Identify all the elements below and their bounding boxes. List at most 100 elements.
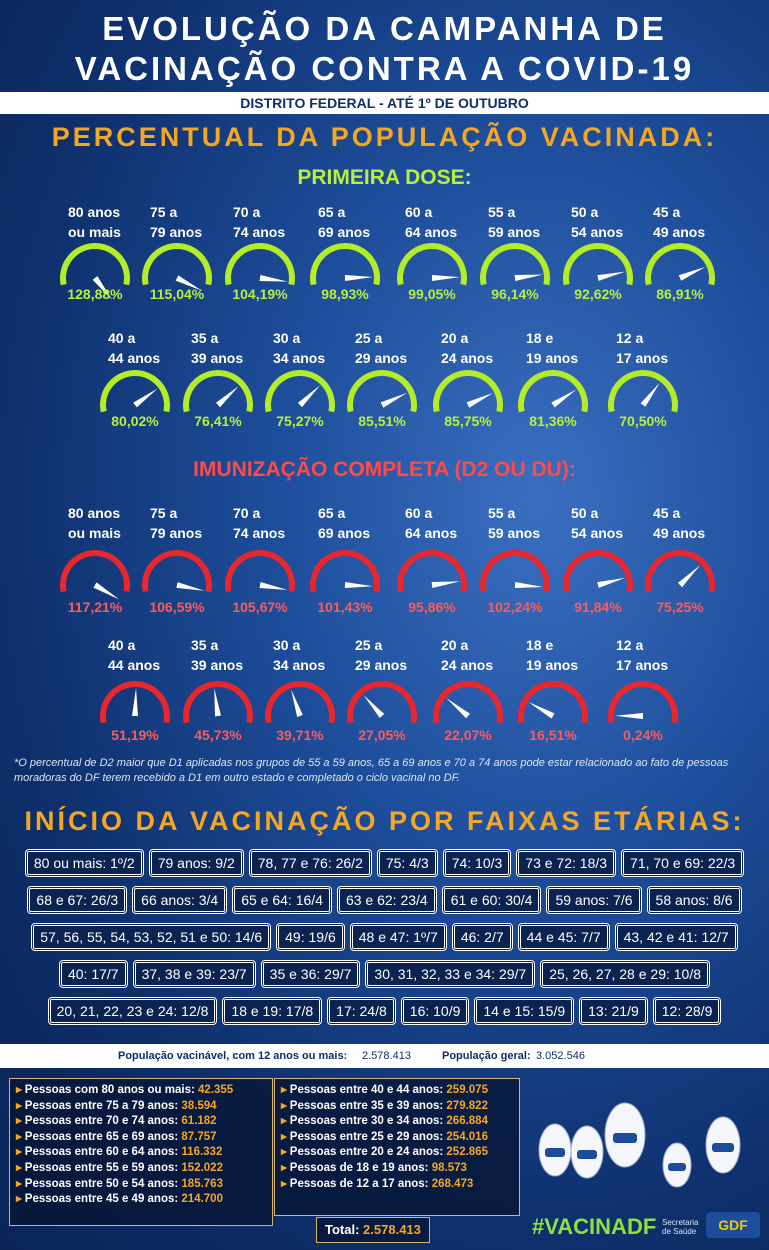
group-line: ▸ Pessoas entre 30 e 34 anos: 266.884	[281, 1114, 513, 1130]
gauge-needle	[259, 582, 288, 590]
gauge-label: 65 a	[318, 204, 345, 220]
gauge-label: 74 anos	[233, 525, 285, 541]
date-box: 65 e 64: 16/4	[232, 886, 332, 914]
gauge-arc	[563, 243, 633, 286]
group-label: Pessoas entre 40 e 44 anos:	[289, 1084, 444, 1096]
gauge-value: 115,04%	[150, 286, 205, 302]
gauge-label: 25 a	[355, 330, 382, 346]
gauge-value: 27,05%	[358, 727, 406, 743]
gauge-needle	[431, 581, 460, 588]
bullet: ▸	[16, 1146, 22, 1159]
gauge-label: 59 anos	[488, 525, 540, 541]
gauge-value: 104,19%	[232, 286, 288, 302]
date-box: 71, 70 e 69: 22/3	[621, 849, 745, 877]
gauge-label: 54 anos	[571, 525, 623, 541]
gauge-needle	[597, 271, 626, 281]
gauge-label: 12 a	[616, 330, 643, 346]
gauge-label: 60 a	[405, 204, 432, 220]
group-label: Pessoas de 12 a 17 anos:	[289, 1177, 429, 1190]
gauge-value: 45,73%	[194, 727, 242, 743]
gauge-label: 17 anos	[616, 657, 668, 673]
group-line: ▸ Pessoas entre 20 e 24 anos: 252.865	[281, 1145, 513, 1161]
gauge-needle	[528, 702, 555, 719]
title: VACINAÇÃO CONTRA A COVID-19	[74, 50, 695, 87]
group-value: 87.757	[181, 1130, 217, 1143]
group-label: Pessoas entre 20 e 24 anos:	[289, 1146, 444, 1159]
gauge-needle	[133, 388, 158, 408]
gauge-needle	[597, 577, 626, 588]
footnote: *O percentual de D2 maior que D1 aplicad…	[14, 757, 729, 784]
bullet: ▸	[16, 1115, 22, 1128]
bullet: ▸	[281, 1177, 287, 1190]
mascots	[538, 1102, 741, 1188]
date-box: 37, 38 e 39: 23/7	[132, 960, 256, 988]
group-value: 185.763	[181, 1177, 223, 1190]
gauge-label: 75 a	[150, 505, 177, 521]
gauge-value: 102,24%	[487, 599, 543, 615]
gauge-needle	[514, 582, 543, 588]
gauge-value: 96,14%	[491, 286, 539, 302]
gauge-value: 105,67%	[232, 599, 288, 615]
gauge-arc	[225, 243, 295, 286]
gauge-arc	[608, 370, 678, 413]
bullet: ▸	[16, 1130, 22, 1143]
gauge-needle	[615, 713, 644, 719]
date-box: 59 anos: 7/6	[546, 886, 642, 914]
groups-right: ▸ Pessoas entre 40 e 44 anos: 259.075 ▸ Pes…	[274, 1078, 520, 1216]
date-box: 58 anos: 8/6	[646, 886, 742, 914]
subheading: PRIMEIRA DOSE:	[297, 166, 472, 189]
group-value: 252.865	[446, 1146, 488, 1159]
group-label: Pessoas entre 65 e 69 anos:	[24, 1130, 179, 1143]
date-row: 80 ou mais: 1º/2 79 anos: 9/2 78, 77 e 76:…	[0, 849, 769, 877]
gauge-arc	[518, 370, 588, 413]
date-box: 30, 31, 32, 33 e 34: 29/7	[365, 960, 536, 988]
gauge-label: 24 anos	[441, 350, 493, 366]
group-value: 268.473	[431, 1177, 474, 1190]
date-box: 35 e 36: 29/7	[260, 960, 361, 988]
gauge-label: 17 anos	[616, 350, 668, 366]
gauge-needle	[297, 385, 320, 408]
mascot-shapes	[538, 1102, 741, 1188]
group-value: 42.355	[198, 1084, 234, 1096]
gauge-label: 25 a	[355, 637, 382, 653]
date-row: 20, 21, 22, 23 e 24: 12/8 18 e 19: 17/8 17…	[0, 997, 769, 1025]
group-line: ▸ Pessoas entre 35 e 39 anos: 279.822	[281, 1099, 513, 1115]
gauge-label: ou mais	[68, 525, 121, 541]
group-line: ▸ Pessoas entre 45 e 49 anos: 214.700	[16, 1192, 266, 1208]
gauge-arc	[397, 550, 467, 593]
logo-text: Secretaria de Saúde	[662, 1218, 699, 1236]
bullet: ▸	[16, 1084, 22, 1096]
gauge-label: 64 anos	[405, 224, 457, 240]
date-box: 48 e 47: 1º/7	[349, 923, 447, 951]
date-box: 20, 21, 22, 23 e 24: 12/8	[47, 997, 218, 1025]
gauge-label: 69 anos	[318, 224, 370, 240]
gauge-arc	[433, 681, 503, 724]
gauge-label: 34 anos	[273, 350, 325, 366]
gauge-label: 55 a	[488, 204, 515, 220]
date-box: 80 ou mais: 1º/2	[24, 849, 144, 877]
population-bar: População vacinável, com 12 anos ou mais…	[0, 1044, 769, 1068]
date-row: 68 e 67: 26/3 66 anos: 3/4 65 e 64: 16/4 63…	[0, 886, 769, 914]
gauge-label: 20 a	[441, 637, 468, 653]
gauge-value: 51,19%	[111, 727, 159, 743]
total: Total: 2.578.413	[316, 1217, 430, 1243]
gauge-needle	[514, 274, 543, 281]
groups-left: ▸ Pessoas com 80 anos ou mais: 42.355 ▸ Pes…	[9, 1078, 273, 1226]
gauge-label: 29 anos	[355, 657, 407, 673]
group-line: ▸ Pessoas entre 40 e 44 anos: 259.075	[281, 1083, 513, 1099]
gauge-arc	[60, 550, 130, 593]
gauge-needle	[214, 688, 221, 717]
gauge-label: 40 a	[108, 637, 135, 653]
gauge-label: 79 anos	[150, 224, 202, 240]
gauge-label: 60 a	[405, 505, 432, 521]
date-box: 17: 24/8	[327, 997, 396, 1025]
label: População vacinável, com 12 anos ou mais…	[118, 1050, 348, 1062]
gauge-value: 99,05%	[408, 286, 456, 302]
date-box: 78, 77 e 76: 26/2	[248, 849, 372, 877]
group-line: ▸ Pessoas de 18 e 19 anos: 98.573	[281, 1161, 513, 1177]
date-row: 57, 56, 55, 54, 53, 52, 51 e 50: 14/6 49:…	[0, 923, 769, 951]
value: 2.578.413	[362, 1050, 411, 1062]
bullet: ▸	[16, 1177, 22, 1190]
gauge-label: 49 anos	[653, 525, 705, 541]
